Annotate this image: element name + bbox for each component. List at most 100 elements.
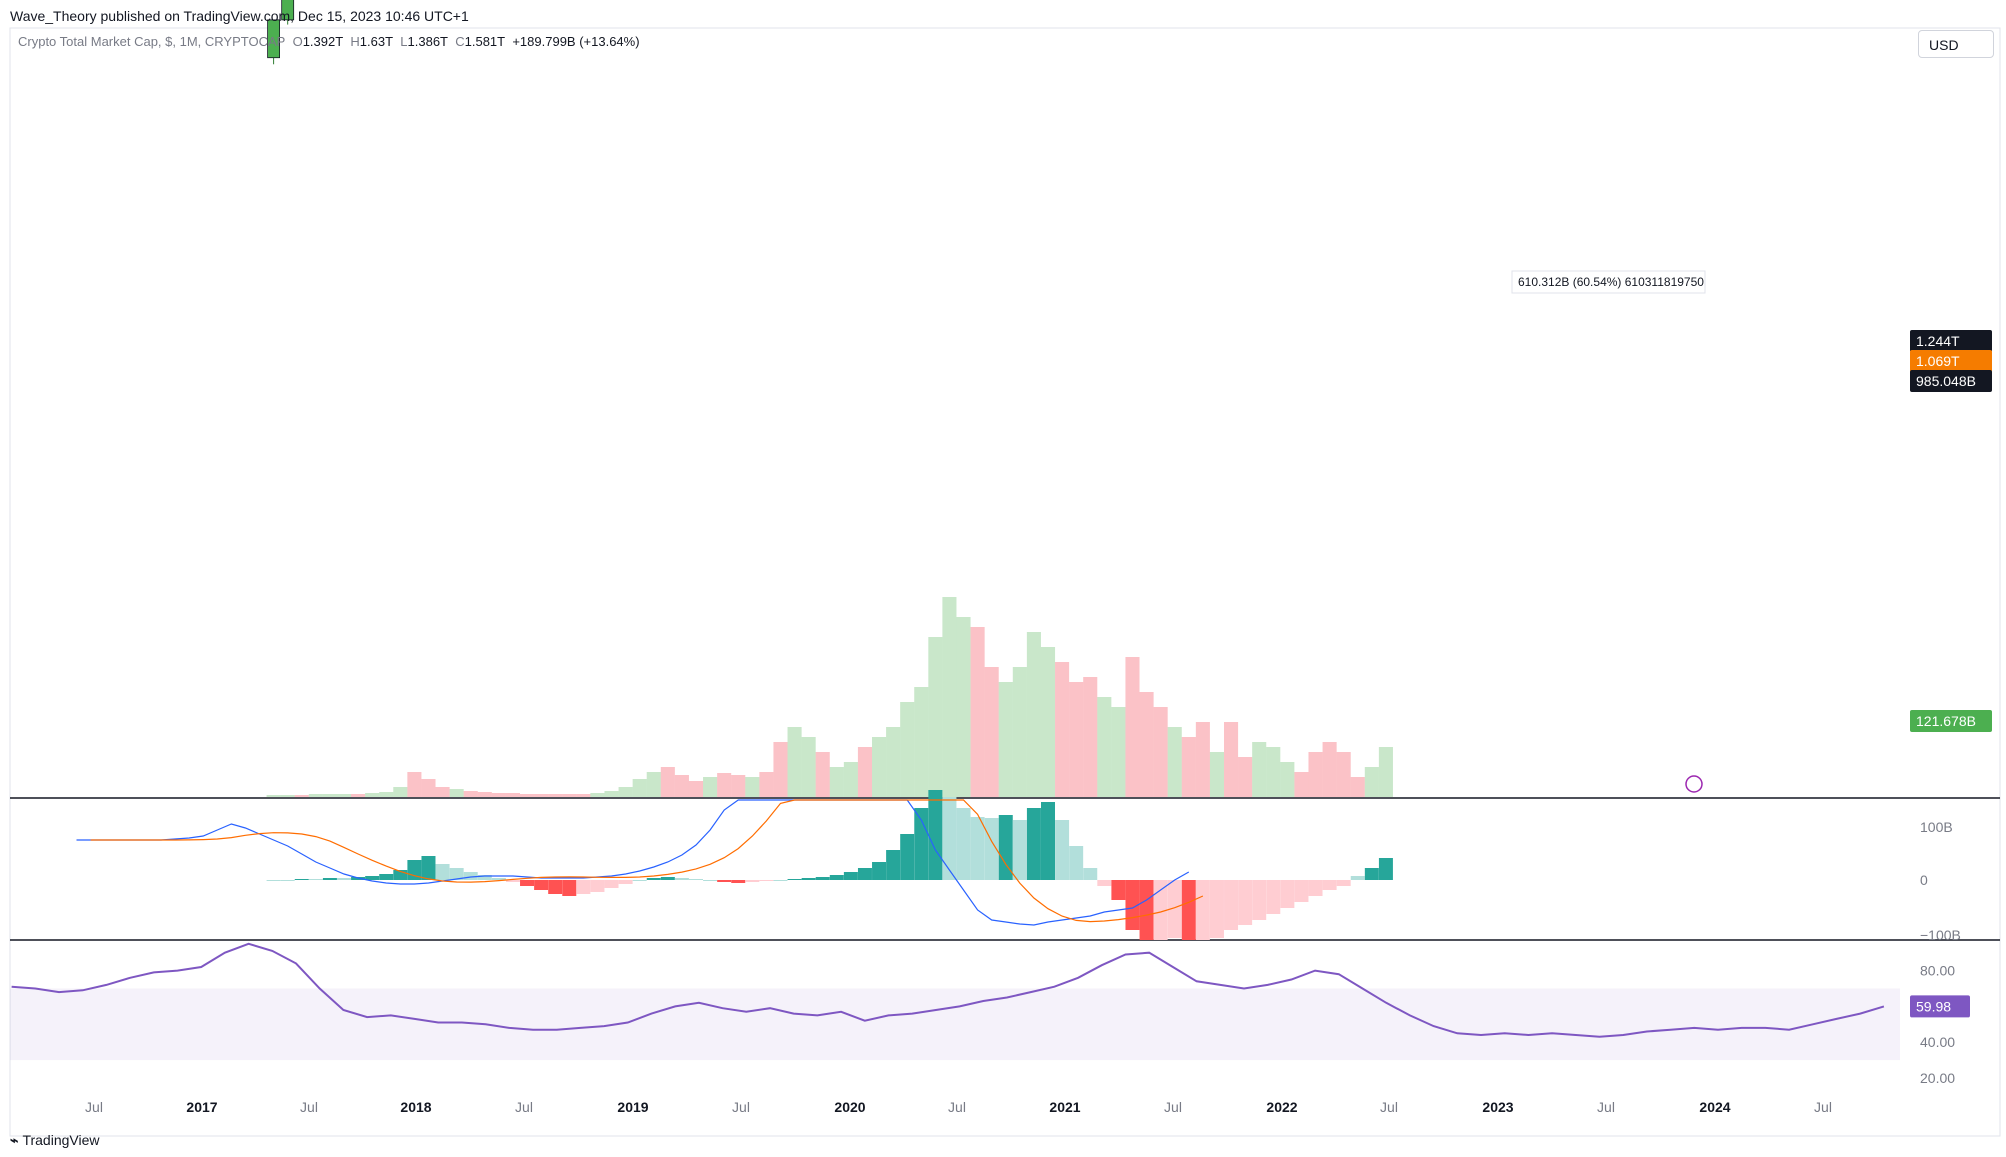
- macd-histogram-bar: [520, 880, 535, 886]
- volume-bar: [1069, 682, 1084, 797]
- volume-bar: [1224, 722, 1239, 797]
- macd-histogram-bar: [1139, 880, 1154, 940]
- macd-histogram-bar: [337, 878, 351, 880]
- macd-histogram-bar: [646, 878, 661, 880]
- volume-bar: [421, 779, 436, 797]
- volume-tag: 121.678B: [1916, 713, 1976, 729]
- time-tick-label: 2022: [1266, 1099, 1297, 1115]
- macd-histogram-bar: [1153, 880, 1168, 940]
- high-value: 1.63T: [359, 34, 394, 49]
- lightning-icon: [1685, 775, 1703, 793]
- volume-bar: [956, 617, 971, 797]
- macd-histogram-bar: [914, 808, 929, 880]
- volume-bar: [520, 794, 535, 797]
- macd-tick-label: 0: [1920, 872, 1928, 888]
- volume-bar: [1139, 692, 1154, 797]
- measure-label: 610.312B (60.54%) 610311819750: [1518, 275, 1704, 289]
- rsi-value-tag: 59.98: [1916, 998, 1951, 1014]
- macd-histogram-bar: [829, 875, 844, 880]
- rsi-band: [10, 988, 1900, 1061]
- volume-area: [266, 597, 1393, 797]
- macd-histogram-bar: [801, 878, 816, 880]
- macd-histogram-bar: [1195, 880, 1210, 940]
- volume-bar: [900, 702, 915, 797]
- macd-histogram-bar: [604, 880, 619, 888]
- measure-box: [1511, 270, 1706, 294]
- level-tag: 985.048B: [1916, 373, 1976, 389]
- macd-histogram-bar: [1238, 880, 1253, 925]
- macd-histogram-bar: [632, 880, 647, 881]
- ma-tag-bg: [1910, 350, 1992, 372]
- volume-bar: [998, 682, 1013, 797]
- volume-bar: [1364, 767, 1379, 797]
- volume-bar: [886, 727, 901, 797]
- time-tick-label: 2020: [834, 1099, 865, 1115]
- volume-bar: [731, 775, 746, 797]
- volume-bar: [618, 787, 633, 797]
- volume-bar: [745, 777, 760, 797]
- macd-histogram-bar: [900, 834, 915, 880]
- macd-histogram-bar: [1266, 880, 1281, 914]
- volume-bar: [674, 775, 689, 797]
- macd-tick-label: 100B: [1920, 819, 1953, 835]
- change-value: +189.799B (+13.64%): [512, 34, 640, 49]
- volume-bar: [660, 767, 675, 797]
- macd-histogram-bar: [815, 877, 830, 880]
- volume-bar: [393, 787, 408, 797]
- macd-histogram-bar: [548, 880, 563, 894]
- macd-histogram-bar: [1224, 880, 1239, 930]
- volume-bar: [801, 737, 816, 797]
- volume-bar: [815, 752, 830, 797]
- volume-bar: [322, 794, 337, 797]
- macd-histogram-bar: [1041, 802, 1055, 880]
- volume-bar: [688, 781, 704, 797]
- volume-bar: [1167, 727, 1182, 797]
- macd-histogram-bar: [1012, 820, 1027, 880]
- low-value: 1.386T: [407, 34, 448, 49]
- macd-histogram-bar: [886, 850, 901, 880]
- volume-tag-bg: [1910, 710, 1992, 732]
- macd-histogram-bar: [1350, 876, 1365, 880]
- volume-bar: [914, 687, 929, 797]
- macd-histogram-bar: [956, 808, 971, 880]
- macd-histogram-bar: [1026, 808, 1041, 880]
- volume-bar: [280, 795, 295, 797]
- volume-bar: [857, 747, 872, 797]
- time-scale[interactable]: Jul 2017 Jul 2018 Jul 2019 Jul 2020 Jul 2021 Jul 20…: [85, 1099, 1832, 1115]
- volume-bar: [984, 667, 999, 797]
- volume-bar: [1055, 662, 1070, 797]
- macd-histogram-bar: [435, 864, 450, 880]
- macd-histogram-bar: [1111, 880, 1126, 900]
- volume-bar: [548, 794, 563, 797]
- volume-bar: [1111, 707, 1126, 797]
- fib-annotations: 0.618 (2.139T)0.618 (1.615T)0.382 (1.286…: [1511, 270, 1706, 294]
- macd-histogram-bar: [1069, 846, 1084, 880]
- macd-histogram-bar: [365, 876, 380, 880]
- volume-bar: [787, 727, 802, 797]
- volume-bar: [491, 793, 506, 797]
- volume-bar: [773, 742, 788, 797]
- volume-bar: [365, 793, 380, 797]
- macd-histogram-bar: [660, 877, 675, 880]
- volume-bar: [1153, 707, 1168, 797]
- volume-bar: [646, 772, 661, 797]
- currency-button[interactable]: USD: [1918, 30, 1994, 58]
- volume-bar: [1125, 657, 1140, 797]
- volume-bar: [1336, 752, 1351, 797]
- tradingview-logo[interactable]: ⌁ TradingView: [10, 1132, 99, 1149]
- volume-bar: [1238, 757, 1253, 797]
- macd-pane: [76, 790, 1393, 940]
- volume-bar: [590, 793, 605, 797]
- volume-bar: [970, 627, 985, 797]
- volume-bar: [1252, 742, 1267, 797]
- macd-histogram-bar: [942, 797, 957, 880]
- rsi-pane: [11, 942, 1885, 1038]
- macd-histogram-bar: [393, 870, 408, 880]
- time-tick-label: Jul: [1380, 1099, 1398, 1115]
- price-scale[interactable]: 8.5T6.5T4.9T3.65T2.65T2.05T1.55T1.19T890…: [1920, 0, 1961, 1086]
- macd-histogram-bar: [379, 874, 394, 880]
- volume-bar: [942, 597, 957, 797]
- macd-histogram-bar: [590, 880, 605, 892]
- macd-histogram-bar: [731, 880, 746, 883]
